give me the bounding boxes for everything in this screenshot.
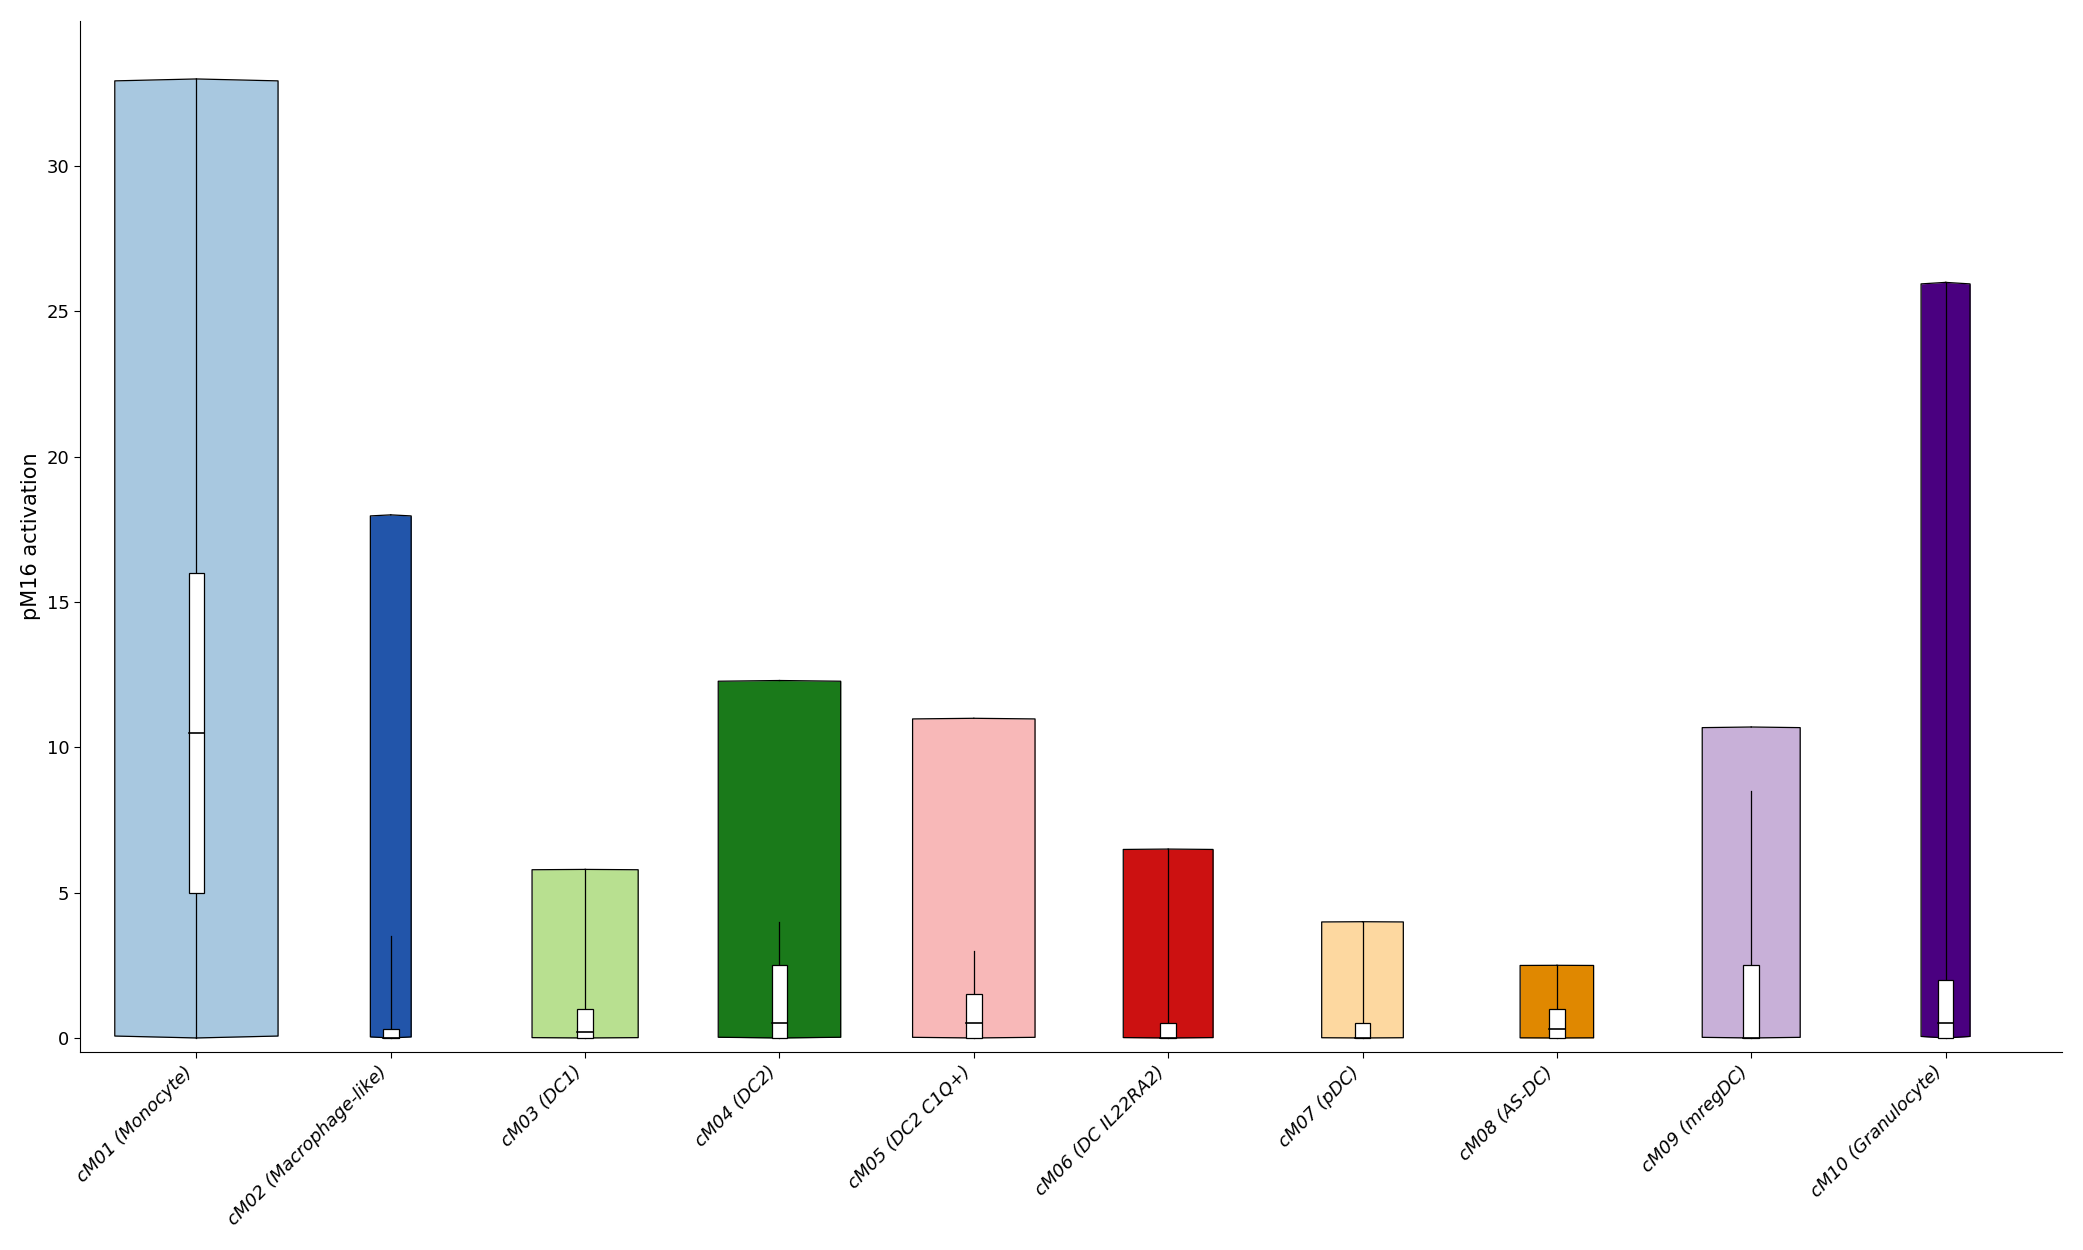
Y-axis label: pM16 activation: pM16 activation: [21, 452, 42, 620]
Bar: [1160, 1024, 1177, 1038]
Bar: [967, 994, 981, 1038]
Bar: [577, 1009, 594, 1038]
Bar: [1743, 965, 1758, 1038]
Bar: [1937, 980, 1954, 1038]
Bar: [383, 1029, 398, 1038]
Bar: [190, 572, 204, 892]
Bar: [1550, 1009, 1564, 1038]
Bar: [1354, 1024, 1371, 1038]
Bar: [771, 965, 787, 1038]
